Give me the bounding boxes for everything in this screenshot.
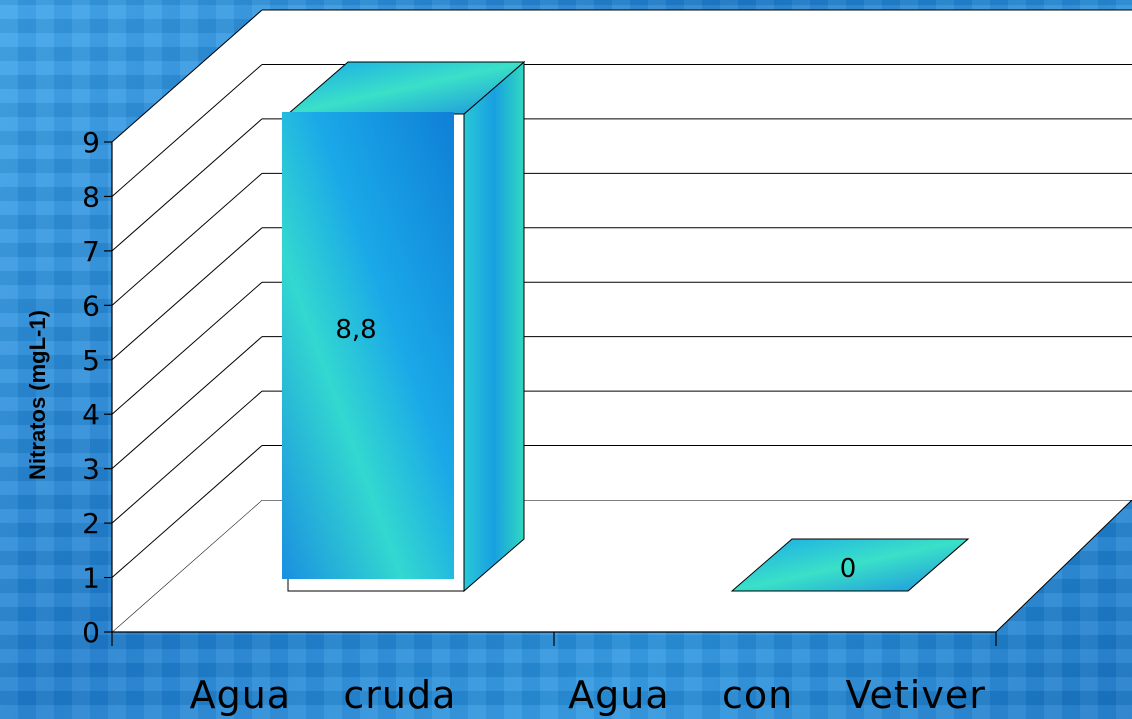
gridline-side xyxy=(111,390,263,524)
bars xyxy=(282,60,970,593)
y-tick-label: 0 xyxy=(82,616,100,649)
data-label: 8,8 xyxy=(335,315,376,345)
y-axis-ticks: 0 1 2 3 4 5 6 7 8 9 xyxy=(82,126,112,649)
y-tick-label: 9 xyxy=(82,126,100,159)
gridline-side xyxy=(111,172,263,306)
bar-1 xyxy=(282,60,526,593)
y-tick-label: 1 xyxy=(82,562,100,595)
category-label: Agua cruda xyxy=(190,673,457,717)
gridline-side xyxy=(111,281,263,415)
floor-wall xyxy=(110,499,1132,633)
category-label: Agua con Vetiver xyxy=(568,673,986,717)
side-wall xyxy=(112,10,262,632)
y-tick-label: 5 xyxy=(82,344,100,377)
gridline-side xyxy=(111,64,263,197)
bar-front-face xyxy=(282,112,454,579)
y-tick-label: 6 xyxy=(82,289,100,322)
gridline-side xyxy=(111,227,263,361)
y-axis-title: Nitratos (mgL-1) xyxy=(25,310,50,480)
gridline-side xyxy=(111,118,263,252)
y-tick-label: 3 xyxy=(82,453,100,486)
bar-top-face xyxy=(730,538,970,592)
y-tick-label: 4 xyxy=(82,398,100,431)
gridline-side xyxy=(111,9,263,143)
data-labels: 8,80 xyxy=(335,315,856,584)
y-tick-label: 8 xyxy=(82,180,100,213)
bar-side-face xyxy=(463,60,525,593)
y-tick-label: 7 xyxy=(82,235,100,268)
category-labels: Agua cruda Agua con Vetiver xyxy=(190,673,986,717)
y-tick-label: 2 xyxy=(82,507,100,540)
bar-2 xyxy=(730,538,970,592)
gridline-side xyxy=(111,445,263,578)
x-axis-ticks xyxy=(111,632,997,646)
gridline-side xyxy=(111,336,263,470)
data-label: 0 xyxy=(840,554,857,584)
